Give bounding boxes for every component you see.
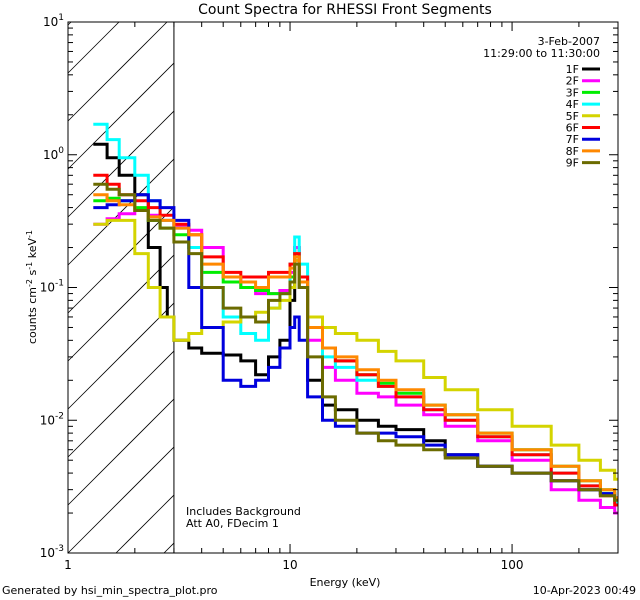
x-axis-label: Energy (keV) bbox=[310, 576, 381, 589]
y-axis-label-exp: -1 bbox=[25, 262, 34, 270]
x-tick-label: 100 bbox=[501, 558, 524, 572]
annotation-background: Includes Background bbox=[186, 505, 301, 518]
legend-label: 5F bbox=[566, 110, 579, 123]
legend-label: 3F bbox=[566, 86, 579, 99]
y-tick-label: 10-3 bbox=[40, 544, 64, 560]
timestamp-label: 10-Apr-2023 00:49 bbox=[532, 584, 636, 597]
legend-label: 2F bbox=[566, 75, 579, 88]
series-4f bbox=[93, 122, 618, 504]
y-tick-exponent: -2 bbox=[55, 411, 64, 421]
y-tick-base: 10 bbox=[43, 15, 58, 29]
y-axis-label-part: counts cm bbox=[26, 287, 39, 344]
date-label: 3-Feb-2007 bbox=[538, 35, 600, 48]
y-axis-label-exp: -2 bbox=[25, 279, 34, 287]
legend-label: 6F bbox=[566, 122, 579, 135]
hatch-line bbox=[163, 542, 175, 554]
series-1f bbox=[93, 142, 618, 500]
generated-by-label: Generated by hsi_min_spectra_plot.pro bbox=[2, 584, 218, 597]
hatch-line bbox=[67, 254, 175, 362]
legend-label: 7F bbox=[566, 133, 579, 146]
series-5f bbox=[93, 218, 618, 481]
hatch-line bbox=[67, 398, 175, 506]
y-axis-label-exp: -1 bbox=[25, 230, 34, 238]
y-tick-label: 10-1 bbox=[40, 279, 64, 295]
y-tick-exponent: 0 bbox=[58, 146, 64, 156]
y-tick-exponent: -1 bbox=[55, 279, 64, 289]
series-9f bbox=[93, 182, 618, 502]
legend-label: 4F bbox=[566, 98, 579, 111]
hatch-line bbox=[67, 350, 175, 458]
time-range-label: 11:29:00 to 11:30:00 bbox=[483, 47, 600, 60]
y-tick-base: 10 bbox=[40, 281, 55, 295]
legend-label: 8F bbox=[566, 145, 579, 158]
hatch-line bbox=[67, 446, 175, 554]
y-axis-label-part: keV bbox=[26, 238, 39, 262]
y-tick-base: 10 bbox=[43, 148, 58, 162]
series-7f bbox=[93, 193, 618, 500]
y-tick-exponent: 1 bbox=[58, 13, 64, 23]
y-axis-label-part: s bbox=[26, 269, 39, 278]
annotation-attenuator: Att A0, FDecim 1 bbox=[186, 517, 279, 530]
hatch-line bbox=[67, 62, 175, 170]
y-tick-base: 10 bbox=[40, 413, 55, 427]
y-tick-label: 100 bbox=[43, 146, 64, 162]
y-tick-label: 10-2 bbox=[40, 411, 64, 427]
y-axis-label: counts cm-2 s-1 keV-1 bbox=[25, 230, 39, 344]
hatch-line bbox=[67, 21, 120, 74]
chart-title: Count Spectra for RHESSI Front Segments bbox=[198, 2, 492, 18]
x-tick-label: 10 bbox=[282, 558, 297, 572]
hatch-line bbox=[67, 158, 175, 266]
hatched-region bbox=[67, 21, 175, 554]
y-tick-exponent: -3 bbox=[55, 544, 64, 554]
legend-label: 9F bbox=[566, 157, 579, 170]
hatch-line bbox=[67, 302, 175, 410]
y-tick-base: 10 bbox=[40, 546, 55, 560]
hatch-line bbox=[67, 21, 168, 122]
hatch-line bbox=[115, 494, 175, 554]
hatch-line bbox=[67, 206, 175, 314]
series-8f bbox=[93, 193, 618, 500]
x-tick-label: 1 bbox=[64, 558, 72, 572]
hatch-line bbox=[67, 110, 175, 218]
y-tick-label: 101 bbox=[43, 13, 64, 29]
legend-label: 1F bbox=[566, 63, 579, 76]
